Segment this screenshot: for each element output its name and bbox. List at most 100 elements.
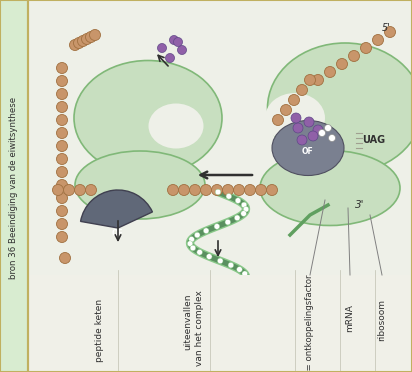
Circle shape [178,45,187,55]
Circle shape [325,125,332,131]
Ellipse shape [265,93,325,143]
Circle shape [235,198,241,203]
Circle shape [304,74,316,86]
Ellipse shape [260,151,400,225]
Circle shape [70,39,80,51]
Circle shape [297,84,307,96]
Circle shape [56,102,68,112]
Wedge shape [81,190,152,228]
Circle shape [312,74,323,86]
Circle shape [349,51,360,61]
Circle shape [56,231,68,243]
Circle shape [206,254,212,259]
Circle shape [56,218,68,230]
Circle shape [337,58,347,70]
Circle shape [56,192,68,203]
Circle shape [244,185,255,196]
Circle shape [89,29,101,41]
Circle shape [243,206,249,212]
Circle shape [228,262,234,268]
Circle shape [56,154,68,164]
Circle shape [234,215,240,221]
Circle shape [190,185,201,196]
Circle shape [288,94,300,106]
Circle shape [77,35,89,46]
Circle shape [56,115,68,125]
Text: OF: OF [302,148,314,157]
Circle shape [214,224,220,229]
Circle shape [384,26,396,38]
Circle shape [56,167,68,177]
Circle shape [86,32,96,42]
Circle shape [56,141,68,151]
Text: uiteenvallen: uiteenvallen [183,294,192,350]
Circle shape [308,131,318,141]
Circle shape [168,185,178,196]
Circle shape [56,76,68,87]
Circle shape [166,54,175,62]
Circle shape [234,185,244,196]
Ellipse shape [75,151,205,219]
Text: UAG: UAG [362,135,385,145]
Circle shape [194,232,200,238]
Circle shape [215,189,221,195]
Circle shape [293,123,303,133]
Circle shape [222,185,234,196]
Circle shape [272,115,283,125]
Circle shape [218,258,223,264]
Circle shape [56,205,68,217]
Circle shape [190,245,196,251]
Text: peptide keten: peptide keten [96,298,105,362]
Circle shape [56,62,68,74]
Circle shape [189,237,194,242]
Circle shape [291,113,301,123]
Ellipse shape [148,103,204,148]
Circle shape [56,89,68,99]
Circle shape [325,67,335,77]
Circle shape [318,129,325,137]
Circle shape [52,185,63,196]
Circle shape [372,35,384,45]
Circle shape [56,128,68,138]
Circle shape [281,105,292,115]
Ellipse shape [74,61,222,176]
Circle shape [241,202,247,208]
Circle shape [313,125,323,135]
Circle shape [225,219,231,225]
FancyBboxPatch shape [28,275,412,372]
Circle shape [178,185,190,196]
Circle shape [297,135,307,145]
Text: 5': 5' [382,23,391,33]
Circle shape [157,44,166,52]
Circle shape [226,193,232,199]
Text: mRNA: mRNA [346,304,354,332]
Ellipse shape [267,43,412,173]
Circle shape [211,185,222,196]
Circle shape [73,38,84,48]
Circle shape [59,253,70,263]
Circle shape [236,267,242,272]
Circle shape [86,185,96,196]
Circle shape [82,33,93,45]
Text: 3': 3' [355,200,365,210]
Text: van het complex: van het complex [196,290,204,366]
Ellipse shape [272,121,344,176]
Circle shape [201,185,211,196]
FancyBboxPatch shape [0,0,28,372]
Text: ribosoom: ribosoom [377,299,386,341]
Circle shape [173,38,183,46]
Circle shape [242,271,248,276]
Circle shape [63,185,75,196]
Text: OF = ontkoppelingsfactor: OF = ontkoppelingsfactor [306,275,314,372]
Circle shape [197,250,202,255]
Circle shape [187,241,193,246]
Circle shape [241,211,246,217]
Circle shape [267,185,278,196]
Circle shape [169,35,178,45]
Circle shape [75,185,86,196]
Circle shape [360,42,372,54]
Circle shape [328,135,335,141]
Circle shape [56,180,68,190]
Text: bron 36 Beeindiging van de eiwitsynthese: bron 36 Beeindiging van de eiwitsynthese [9,97,19,279]
Text: OF: OF [112,228,124,237]
